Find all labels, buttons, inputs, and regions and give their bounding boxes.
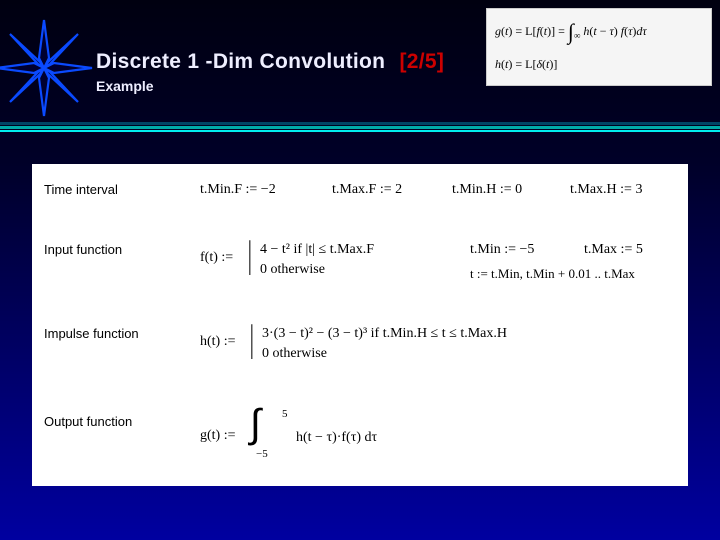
label-impulse: Impulse function: [44, 326, 139, 341]
label-time: Time interval: [44, 182, 118, 197]
tminf: t.Min.F := −2: [200, 182, 276, 198]
title-main: Discrete 1 -Dim Convolution: [96, 50, 385, 73]
brace-icon: |: [250, 320, 254, 358]
definition-panel: g(t) = L[f(t)] = ∫∞ h(t − τ) f(τ)dτ h(t)…: [486, 8, 712, 86]
divider-2: [0, 126, 720, 129]
tmin: t.Min := −5: [470, 242, 534, 258]
output-lhs: g(t) :=: [200, 428, 236, 444]
impulse-case1: 3·(3 − t)² − (3 − t)³ if t.Min.H ≤ t ≤ t…: [262, 326, 507, 342]
trange: t := t.Min, t.Min + 0.01 .. t.Max: [470, 266, 635, 282]
input-case2: 0 otherwise: [260, 262, 325, 278]
integral-block: 5 ∫ −5: [250, 410, 261, 442]
slide: Discrete 1 -Dim Convolution [2/5] Exampl…: [0, 0, 720, 540]
label-input: Input function: [44, 242, 122, 257]
impulse-case2: 0 otherwise: [262, 346, 327, 362]
brace-icon: |: [248, 236, 252, 274]
tmaxh: t.Max.H := 3: [570, 182, 642, 198]
def-h: h(t) = L[δ(t)]: [495, 57, 557, 72]
slide-subtitle: Example: [96, 78, 154, 94]
tmax: t.Max := 5: [584, 242, 643, 258]
int-hi: 5: [282, 408, 288, 420]
impulse-lhs: h(t) :=: [200, 334, 236, 350]
divider-3: [0, 130, 720, 132]
def-g: g(t) = L[f(t)] = ∫∞ h(t − τ) f(τ)dτ: [495, 19, 647, 45]
slide-title: Discrete 1 -Dim Convolution [2/5]: [96, 50, 444, 74]
tmaxf: t.Max.F := 2: [332, 182, 402, 198]
tminh: t.Min.H := 0: [452, 182, 522, 198]
starburst-icon: [0, 18, 94, 118]
integral-icon: ∫: [250, 410, 261, 438]
input-case1: 4 − t² if |t| ≤ t.Max.F: [260, 242, 374, 258]
content-panel: Time interval t.Min.F := −2 t.Max.F := 2…: [32, 164, 688, 486]
page-indicator: [2/5]: [399, 50, 444, 73]
input-lhs: f(t) :=: [200, 250, 233, 266]
label-output: Output function: [44, 414, 132, 429]
divider-1: [0, 122, 720, 125]
int-lo: −5: [256, 448, 268, 460]
integrand: h(t − τ)·f(τ) dτ: [296, 430, 377, 446]
